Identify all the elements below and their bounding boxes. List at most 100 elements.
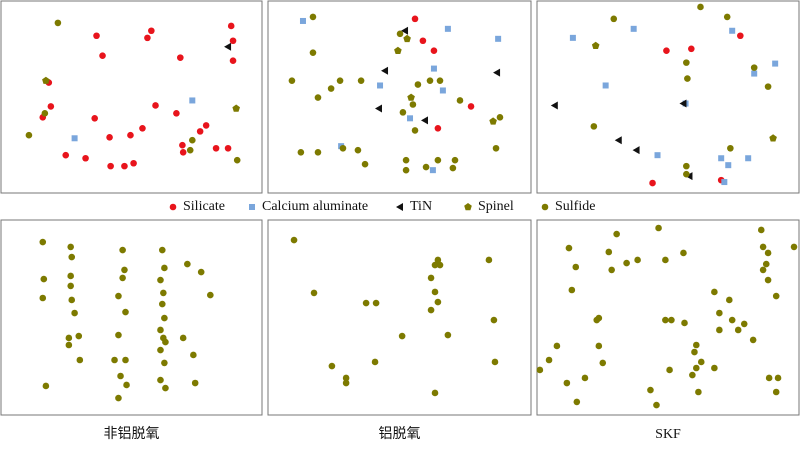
panel-title: SKF (655, 427, 681, 442)
marker-circle (25, 131, 33, 139)
marker-circle (327, 85, 335, 92)
marker-circle (107, 162, 114, 170)
marker-circle (422, 163, 430, 171)
marker-circle (663, 47, 670, 55)
marker-circle (599, 359, 607, 367)
marker-circle (490, 316, 498, 324)
marker-circle (99, 52, 106, 60)
marker-circle (726, 296, 733, 304)
marker-circle (711, 364, 718, 372)
marker-circle (127, 131, 134, 139)
legend-marker (396, 203, 403, 211)
marker-circle (436, 261, 444, 269)
marker-circle (119, 274, 126, 282)
marker-square (729, 27, 736, 34)
marker-circle (121, 162, 128, 170)
marker-circle (434, 124, 442, 132)
marker-square (71, 135, 78, 142)
marker-circle (434, 298, 442, 306)
marker-circle (157, 276, 164, 284)
marker-circle (111, 356, 118, 364)
marker-triangle (421, 116, 429, 125)
marker-circle (47, 103, 55, 110)
marker-circle (689, 371, 696, 379)
marker-circle (683, 59, 690, 66)
marker-circle (444, 331, 452, 339)
marker-circle (595, 342, 603, 350)
marker-circle (691, 348, 698, 356)
panel-title: 铝脱氧 (379, 426, 421, 442)
marker-circle (122, 356, 129, 364)
marker-triangle (493, 68, 501, 77)
marker-circle (106, 134, 113, 141)
marker-circle (144, 34, 151, 42)
marker-circle (158, 300, 166, 308)
marker-circle (93, 32, 100, 40)
marker-circle (160, 289, 167, 297)
marker-circle (757, 226, 765, 234)
marker-circle (162, 338, 169, 346)
legend-marker (541, 203, 549, 211)
marker-pentagon (489, 117, 497, 125)
marker-square (602, 82, 609, 89)
marker-circle (184, 260, 191, 268)
marker-circle (42, 382, 50, 390)
marker-circle (186, 146, 194, 154)
marker-circle (716, 309, 723, 317)
marker-circle (122, 308, 129, 316)
marker-circle (65, 334, 73, 342)
marker-circle (565, 244, 573, 252)
marker-square (299, 17, 306, 24)
marker-circle (336, 77, 344, 84)
marker-circle (485, 256, 493, 264)
marker-circle (119, 246, 126, 254)
marker-circle (491, 358, 499, 366)
marker-circle (68, 253, 76, 261)
marker-circle (666, 366, 673, 374)
marker-circle (62, 151, 70, 159)
marker-square (718, 155, 725, 162)
marker-circle (402, 166, 410, 174)
marker-triangle (614, 136, 622, 145)
marker-circle (148, 27, 155, 35)
marker-circle (649, 179, 656, 187)
marker-pentagon (42, 76, 50, 84)
marker-square (429, 167, 436, 174)
marker-circle (765, 374, 773, 382)
marker-circle (436, 77, 444, 84)
marker-circle (371, 358, 379, 366)
marker-circle (683, 162, 690, 170)
marker-square (430, 65, 437, 72)
marker-circle (189, 136, 196, 144)
marker-circle (427, 274, 435, 282)
marker-circle (117, 372, 124, 380)
marker-circle (190, 351, 197, 359)
marker-circle (152, 102, 159, 109)
legend-marker (464, 203, 472, 211)
marker-circle (54, 19, 62, 27)
marker-circle (426, 77, 434, 84)
marker-circle (590, 123, 598, 130)
marker-circle (158, 246, 166, 254)
marker-square (189, 97, 196, 104)
marker-circle (451, 156, 459, 164)
marker-circle (496, 114, 504, 121)
panel-title: 非铝脱氧 (104, 426, 160, 442)
marker-circle (610, 15, 618, 23)
marker-square (407, 115, 414, 122)
marker-square (569, 34, 576, 41)
marker-circle (573, 398, 581, 406)
marker-circle (161, 359, 168, 367)
marker-circle (431, 261, 439, 269)
marker-circle (605, 248, 613, 256)
marker-square (495, 35, 502, 42)
marker-circle (207, 291, 214, 299)
legend-label: Spinel (478, 199, 514, 214)
marker-square (725, 162, 732, 169)
marker-circle (536, 366, 544, 374)
marker-circle (759, 266, 767, 274)
panel-frame (0, 219, 263, 416)
marker-circle (759, 243, 767, 251)
marker-circle (449, 164, 457, 172)
marker-circle (764, 249, 772, 257)
